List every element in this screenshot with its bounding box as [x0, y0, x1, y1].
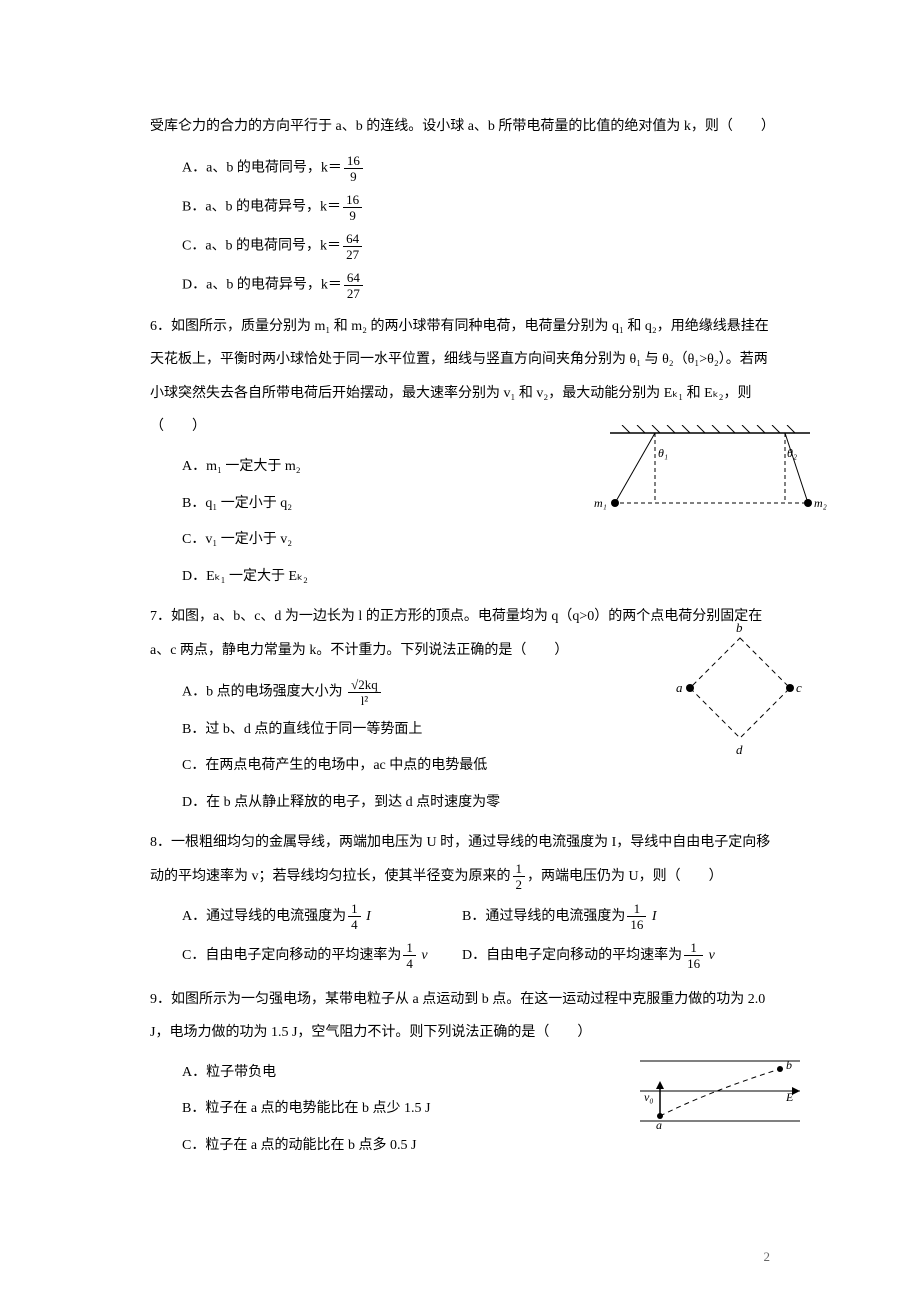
- q8: 8．一根粗细均匀的金属导线，两端加电压为 U 时，通过导线的电流强度为 I，导线…: [150, 826, 780, 972]
- q5-options: A．a、b 的电荷同号，k＝169 B．a、b 的电荷异号，k＝169 C．a、…: [150, 154, 780, 300]
- q9: 9．如图所示为一匀强电场，某带电粒子从 a 点运动到 b 点。在这一运动过程中克…: [150, 983, 780, 1160]
- q9-opt-c: C．粒子在 a 点的动能比在 b 点多 0.5 J: [182, 1133, 780, 1160]
- svg-text:v₀: v₀: [644, 1090, 654, 1104]
- square-diagram: b c d a: [670, 618, 810, 758]
- svg-text:d: d: [736, 742, 743, 757]
- field-diagram: v₀ E a b: [630, 1051, 810, 1131]
- svg-text:E: E: [785, 1090, 794, 1104]
- svg-text:c: c: [796, 680, 802, 695]
- q6: 6．如图所示，质量分别为 m₁ 和 m₂ 的两小球带有同种电荷，电荷量分别为 q…: [150, 310, 780, 591]
- page-number: 2: [764, 1241, 771, 1272]
- svg-text:a: a: [656, 1118, 662, 1131]
- opt-prefix: D．a、b 的电荷异号，k＝: [182, 277, 342, 292]
- q7-figure: b c d a: [670, 618, 810, 758]
- q8-opt-b: B．通过导线的电流强度为116 I: [462, 900, 657, 934]
- q5-opt-b: B．a、b 的电荷异号，k＝169: [182, 193, 780, 222]
- svg-text:b: b: [736, 620, 743, 635]
- q6-figure: θ₁ θ₂ m₁ m₂: [590, 425, 830, 520]
- opt-prefix: B．a、b 的电荷异号，k＝: [182, 199, 341, 214]
- q8-row2: C．自由电子定向移动的平均速率为14 v D．自由电子定向移动的平均速率为116…: [150, 939, 780, 973]
- q8-text: 8．一根粗细均匀的金属导线，两端加电压为 U 时，通过导线的电流强度为 I，导线…: [150, 826, 780, 893]
- opt-prefix: A．a、b 的电荷同号，k＝: [182, 160, 342, 175]
- q9-text: 9．如图所示为一匀强电场，某带电粒子从 a 点运动到 b 点。在这一运动过程中克…: [150, 983, 780, 1050]
- svg-text:m₂: m₂: [814, 496, 827, 510]
- opt-prefix: C．a、b 的电荷同号，k＝: [182, 238, 341, 253]
- svg-text:a: a: [676, 680, 683, 695]
- q7: 7．如图，a、b、c、d 为一边长为 l 的正方形的顶点。电荷量均为 q（q>0…: [150, 600, 780, 816]
- q6-opt-d: D．Eₖ₁ 一定大于 Eₖ₂: [182, 564, 780, 591]
- q5-opt-c: C．a、b 的电荷同号，k＝6427: [182, 232, 780, 261]
- q7-opt-d: D．在 b 点从静止释放的电子，到达 d 点时速度为零: [182, 790, 780, 817]
- q5-opt-d: D．a、b 的电荷异号，k＝6427: [182, 271, 780, 300]
- q9-figure: v₀ E a b: [630, 1051, 810, 1131]
- q8-opt-d: D．自由电子定向移动的平均速率为116 v: [462, 939, 715, 973]
- svg-text:m₁: m₁: [594, 496, 607, 510]
- q8-row1: A．通过导线的电流强度为14 I B．通过导线的电流强度为116 I: [150, 900, 780, 934]
- svg-text:θ₁: θ₁: [658, 446, 668, 460]
- q5-intro: 受库仑力的合力的方向平行于 a、b 的连线。设小球 a、b 所带电荷量的比值的绝…: [150, 110, 780, 144]
- svg-text:θ₂: θ₂: [787, 446, 797, 460]
- q5-opt-a: A．a、b 的电荷同号，k＝169: [182, 154, 780, 183]
- pendulum-diagram: θ₁ θ₂ m₁ m₂: [590, 425, 830, 520]
- q5: 受库仑力的合力的方向平行于 a、b 的连线。设小球 a、b 所带电荷量的比值的绝…: [150, 110, 780, 300]
- svg-text:b: b: [786, 1058, 792, 1072]
- q8-opt-c: C．自由电子定向移动的平均速率为14 v: [182, 939, 462, 973]
- q6-opt-c: C．v₁ 一定小于 v₂: [182, 527, 780, 554]
- q8-opt-a: A．通过导线的电流强度为14 I: [182, 900, 462, 934]
